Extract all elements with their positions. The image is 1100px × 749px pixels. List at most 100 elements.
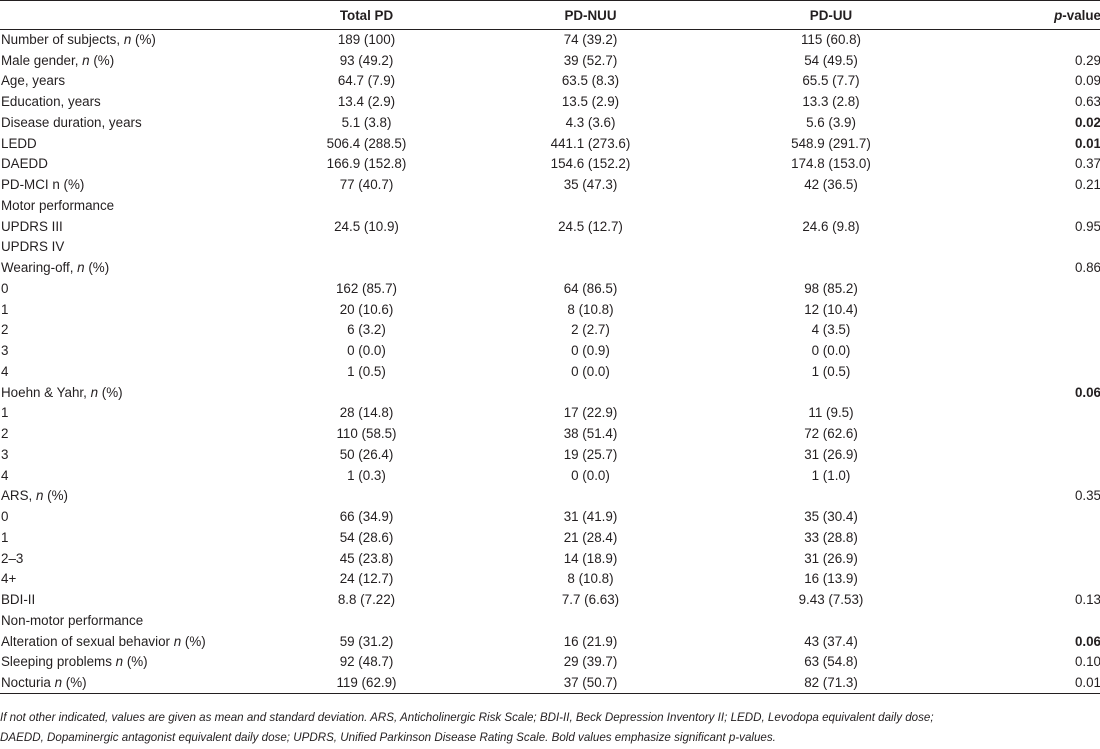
row-label: 4 [0, 362, 264, 383]
cell-pd-nuu: 0 (0.0) [571, 467, 610, 483]
table-row: Motor performance [0, 196, 1100, 217]
cell-pd-uu: 33 (28.8) [804, 529, 858, 545]
cell-total-pd: 5.1 (3.8) [341, 114, 392, 130]
cell-pd-nuu: 24.5 (12.7) [558, 218, 623, 234]
row-label-text: Male gender, [1, 52, 83, 68]
cell-p-value: 0.37 [1074, 156, 1100, 172]
table-row: Nocturia n (%) 119 (62.9) 37 (50.7) 82 (71.… [0, 672, 1100, 694]
row-label-text: 4+ [1, 571, 17, 587]
cell-pd-nuu [469, 258, 712, 279]
table-row: Education, years 13.4 (2.9) 13.5 (2.9) 13.3… [0, 92, 1100, 113]
row-label-text: 1 [1, 301, 9, 317]
row-label-text: 1 [1, 529, 9, 545]
row-label-text: UPDRS IV [1, 239, 65, 255]
row-label: 0 [0, 507, 264, 528]
row-label-suffix: (%) [131, 32, 156, 48]
row-label: DAEDD [0, 154, 264, 175]
cell-p-value: 0.95 [1074, 218, 1100, 234]
cell-pd-nuu: 0 (0.9) [571, 343, 610, 359]
cell-pd-nuu: 31 (41.9) [563, 509, 618, 525]
row-label-text: 3 [1, 446, 9, 462]
row-label-text: BDI-II [1, 592, 36, 608]
cell-pd-nuu: 441.1 (273.6) [550, 135, 631, 151]
row-label-text: PD-MCI n (%) [1, 177, 85, 193]
row-label: Age, years [0, 71, 264, 92]
row-label: 1 [0, 403, 264, 424]
cell-total-pd: 66 (34.9) [339, 509, 394, 525]
header-row: Total PD PD-NUU PD-UU p-value [0, 0, 1100, 30]
row-label: 2 [0, 320, 264, 341]
cell-total-pd: 50 (26.4) [339, 446, 394, 462]
row-label-italic: n [115, 654, 124, 670]
row-label: LEDD [0, 133, 264, 154]
row-label-suffix: (%) [62, 674, 87, 690]
cell-p-value [950, 403, 1100, 424]
cell-total-pd: 24 (12.7) [339, 571, 394, 587]
cell-pd-nuu: 4.3 (3.6) [565, 114, 616, 130]
cell-total-pd: 59 (31.2) [339, 633, 394, 649]
cell-pd-nuu: 0 (0.0) [571, 363, 610, 379]
cell-p-value [950, 465, 1100, 486]
row-label-text: DAEDD [1, 156, 48, 172]
row-label: PD-MCI n (%) [0, 175, 264, 196]
row-label: 4+ [0, 569, 264, 590]
cell-pd-nuu: 29 (39.7) [563, 654, 618, 670]
cell-p-value: 0.06 [1074, 384, 1100, 400]
cell-pd-nuu: 21 (28.4) [563, 529, 618, 545]
cell-pd-nuu: 64 (86.5) [563, 280, 618, 296]
row-label: 1 [0, 528, 264, 549]
table-row: Alteration of sexual behavior n (%) 59 (3… [0, 631, 1100, 652]
cell-total-pd [264, 486, 469, 507]
cell-pd-uu [712, 382, 950, 403]
header-p-italic: p [1054, 7, 1063, 23]
cell-pd-uu: 115 (60.8) [800, 32, 862, 48]
table-row: Disease duration, years 5.1 (3.8) 4.3 (3.6… [0, 113, 1100, 134]
table-row: BDI-II 8.8 (7.22) 7.7 (6.63) 9.43 (7.53) 0.1… [0, 590, 1100, 611]
cell-pd-nuu: 14 (18.9) [563, 550, 618, 566]
table-row: Hoehn & Yahr, n (%) 0.06 [0, 382, 1100, 403]
table-row: UPDRS IV [0, 237, 1100, 258]
cell-pd-uu: 13.3 (2.8) [802, 94, 860, 110]
row-label-text: Hoehn & Yahr, [1, 384, 91, 400]
cell-p-value [950, 362, 1100, 383]
cell-total-pd: 189 (100) [337, 32, 396, 48]
row-label-text: 2 [1, 322, 9, 338]
cell-pd-nuu: 154.6 (152.2) [550, 156, 631, 172]
cell-total-pd: 54 (28.6) [339, 529, 394, 545]
cell-pd-uu: 35 (30.4) [804, 509, 858, 525]
row-label: Disease duration, years [0, 113, 264, 134]
cell-p-value [950, 341, 1100, 362]
row-label-text: 0 [1, 280, 9, 296]
cell-pd-nuu: 38 (51.4) [563, 426, 618, 442]
cell-pd-nuu: 17 (22.9) [563, 405, 618, 421]
cell-p-value: 0.86 [1074, 260, 1100, 276]
cell-total-pd [264, 382, 469, 403]
row-label: Education, years [0, 92, 264, 113]
cell-pd-uu [712, 611, 950, 632]
cell-p-value: 0.01 [1074, 135, 1100, 151]
table-row: 2 110 (58.5) 38 (51.4) 72 (62.6) [0, 424, 1100, 445]
cell-pd-uu: 5.6 (3.9) [806, 114, 856, 130]
cell-p-value [950, 611, 1100, 632]
row-label-suffix: (%) [84, 260, 110, 276]
cell-total-pd: 8.8 (7.22) [337, 592, 396, 608]
cell-total-pd: 166.9 (152.8) [326, 156, 407, 172]
row-label-text: 2 [1, 426, 9, 442]
row-label-text: 4 [1, 467, 9, 483]
row-label-text: 2–3 [1, 550, 24, 566]
row-label: Motor performance [0, 196, 264, 217]
table-row: 4+ 24 (12.7) 8 (10.8) 16 (13.9) [0, 569, 1100, 590]
row-label-text: Alteration of sexual behavior [1, 633, 174, 649]
cell-pd-uu: 174.8 (153.0) [791, 156, 871, 172]
cell-pd-uu: 16 (13.9) [804, 571, 858, 587]
cell-p-value [950, 528, 1100, 549]
cell-pd-uu: 1 (1.0) [811, 467, 851, 483]
table-row: 0 66 (34.9) 31 (41.9) 35 (30.4) [0, 507, 1100, 528]
cell-pd-nuu: 8 (10.8) [567, 571, 614, 587]
cell-total-pd: 1 (0.3) [347, 467, 386, 483]
cell-pd-uu: 9.43 (7.53) [798, 592, 864, 608]
footnote-line-1: If not other indicated, values are given… [0, 711, 934, 724]
cell-pd-nuu [469, 196, 712, 217]
row-label-suffix: (%) [181, 633, 206, 649]
header-p-rest: -value [1062, 7, 1100, 23]
